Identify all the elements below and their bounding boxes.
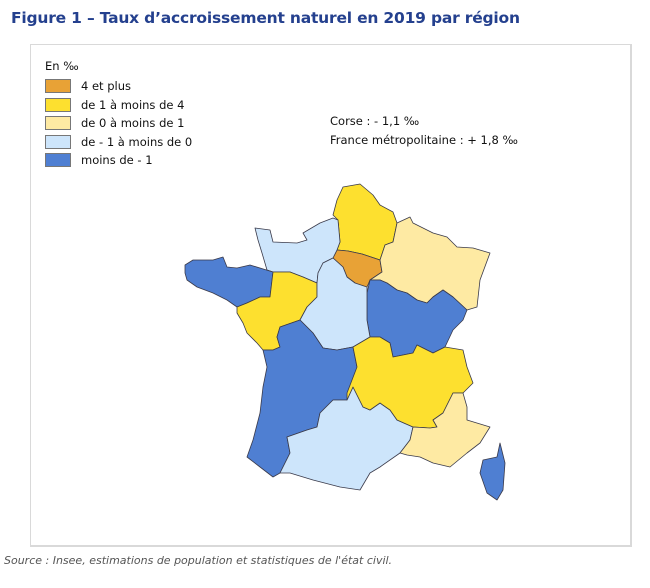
legend-item: de - 1 à moins de 0 (45, 133, 192, 152)
legend-label: 4 et plus (81, 79, 131, 94)
legend-title: En ‰ (45, 59, 79, 73)
legend-label: moins de - 1 (81, 153, 153, 168)
map-panel: En ‰ 4 et plus de 1 à moins de 4 de 0 à … (30, 44, 632, 547)
annotation-corse: Corse : - 1,1 ‰ (330, 114, 420, 128)
annotations: Corse : - 1,1 ‰ France métropolitaine : … (330, 112, 518, 150)
legend-swatch (45, 79, 71, 94)
legend-swatch (45, 153, 71, 168)
legend-swatch (45, 134, 71, 149)
legend-item: moins de - 1 (45, 151, 192, 170)
region-provence-alpes-cote-d-azur (399, 392, 491, 468)
legend-item: 4 et plus (45, 77, 192, 96)
region-corse (479, 442, 506, 501)
legend-swatch (45, 97, 71, 112)
legend: En ‰ 4 et plus de 1 à moins de 4 de 0 à … (45, 59, 192, 170)
legend-item: de 1 à moins de 4 (45, 96, 192, 115)
source-note: Source : Insee, estimations de populatio… (4, 554, 393, 567)
legend-label: de - 1 à moins de 0 (81, 134, 193, 149)
legend-swatch (45, 116, 71, 131)
legend-item: de 0 à moins de 1 (45, 114, 192, 133)
legend-label: de 1 à moins de 4 (81, 97, 185, 112)
legend-label: de 0 à moins de 1 (81, 116, 185, 131)
annotation-france: France métropolitaine : + 1,8 ‰ (330, 133, 518, 147)
figure-title: Figure 1 – Taux d’accroissement naturel … (11, 9, 520, 27)
